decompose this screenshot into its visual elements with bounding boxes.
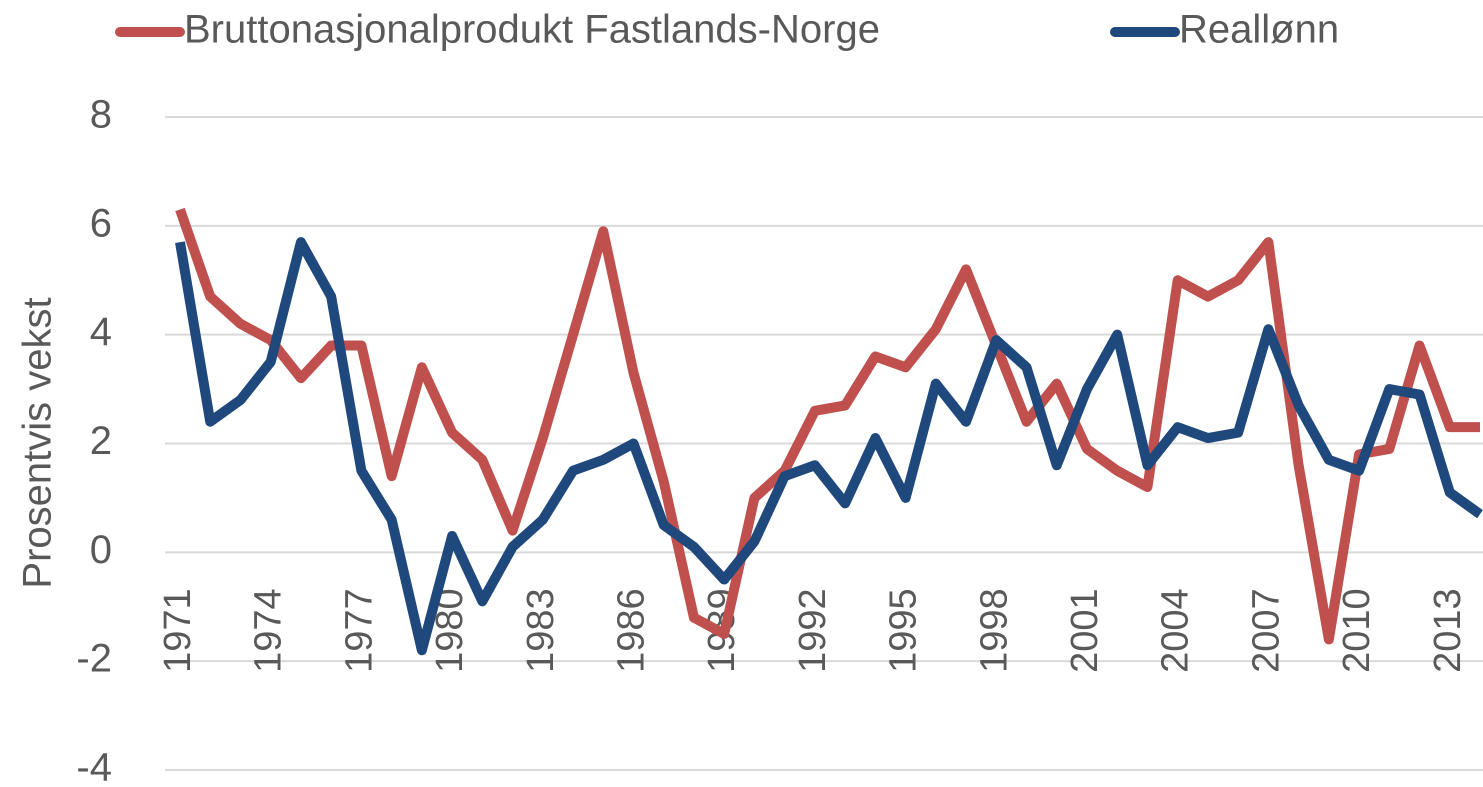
legend-label: Bruttonasjonalprodukt Fastlands-Norge bbox=[184, 8, 880, 52]
x-tick-label: 1977 bbox=[338, 588, 380, 673]
x-tick-label: 2001 bbox=[1064, 588, 1106, 673]
y-tick-label: 6 bbox=[90, 201, 112, 245]
x-tick-label: 1986 bbox=[611, 588, 653, 673]
y-tick-label: -4 bbox=[76, 746, 112, 787]
legend-label: Reallønn bbox=[1179, 8, 1339, 52]
x-tick-label: 2010 bbox=[1336, 588, 1378, 673]
y-tick-label: 4 bbox=[90, 310, 112, 354]
x-tick-label: 1971 bbox=[157, 588, 199, 673]
x-tick-label: 2004 bbox=[1155, 588, 1197, 673]
x-tick-label: 1998 bbox=[973, 588, 1015, 673]
y-tick-label: -2 bbox=[76, 637, 112, 681]
y-axis-label: Prosentvis vekst bbox=[16, 297, 60, 588]
x-tick-label: 2007 bbox=[1245, 588, 1287, 673]
y-tick-label: 8 bbox=[90, 93, 112, 137]
x-tick-label: 1995 bbox=[883, 588, 925, 673]
x-tick-label: 1992 bbox=[792, 588, 834, 673]
y-tick-label: 0 bbox=[90, 528, 112, 572]
x-tick-label: 1974 bbox=[248, 588, 290, 673]
series-line bbox=[175, 207, 1480, 645]
y-tick-label: 2 bbox=[90, 419, 112, 463]
x-tick-label: 2013 bbox=[1427, 588, 1469, 673]
series-line bbox=[175, 237, 1483, 656]
x-tick-label: 1983 bbox=[520, 588, 562, 673]
